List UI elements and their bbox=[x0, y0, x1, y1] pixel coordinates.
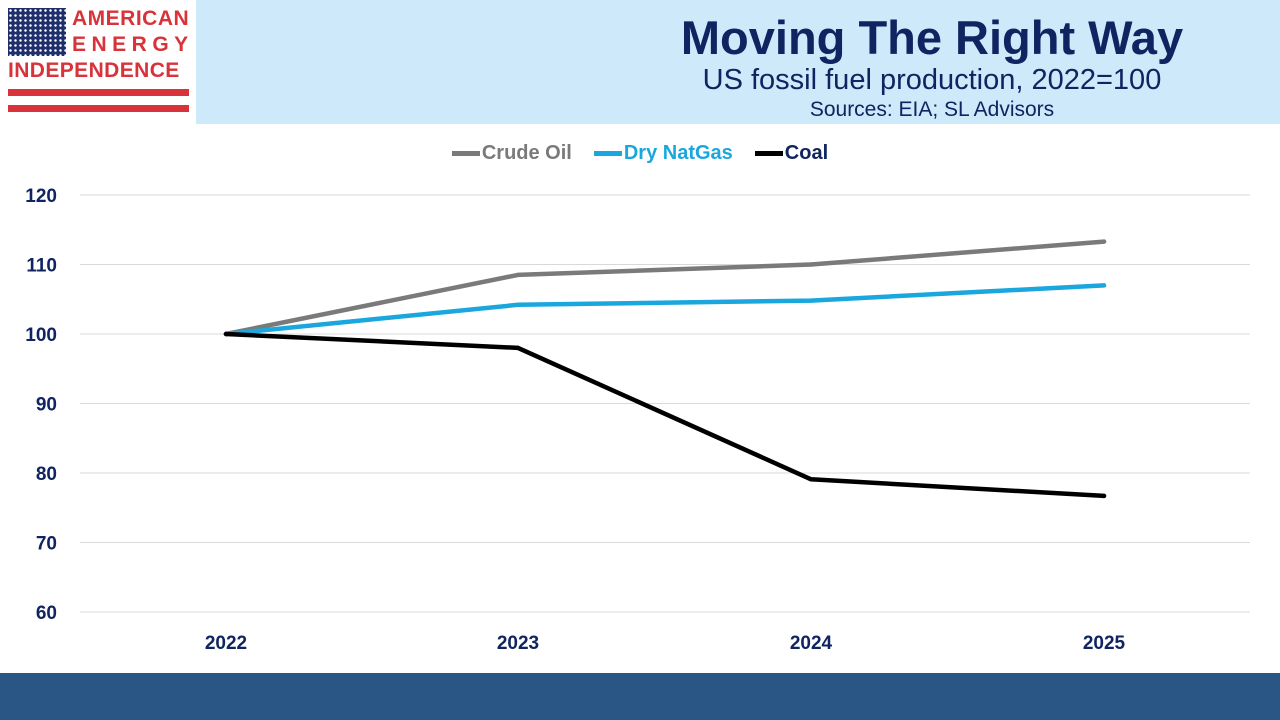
legend-swatch-coal bbox=[754, 151, 783, 156]
legend-item-crude-oil: Crude Oil bbox=[451, 142, 572, 165]
y-tick-label-80: 80 bbox=[36, 464, 57, 485]
data-point-dry-natgas-2023 bbox=[515, 302, 521, 307]
x-tick-label-2024: 2024 bbox=[790, 633, 833, 654]
legend-item-coal: Coal bbox=[754, 142, 829, 165]
legend-swatch-crude-oil bbox=[451, 151, 480, 156]
data-point-crude-oil-2023 bbox=[515, 272, 521, 278]
legend-label-coal: Coal bbox=[784, 142, 829, 164]
legend-label-crude-oil: Crude Oil bbox=[481, 142, 572, 164]
y-tick-label-110: 110 bbox=[26, 256, 57, 277]
data-point-coal-2025 bbox=[1101, 493, 1107, 499]
chart-title: Moving The Right Way bbox=[680, 11, 1184, 64]
x-axis-ticks: 2022 2023 2024 2025 bbox=[205, 633, 1126, 654]
data-point-coal-2023 bbox=[515, 345, 521, 351]
data-point-crude-oil-2024 bbox=[808, 262, 814, 267]
header-band: Moving The Right Way US fossil fuel prod… bbox=[196, 0, 1280, 124]
y-tick-label-120: 120 bbox=[25, 186, 57, 207]
data-point-crude-oil-2025 bbox=[1101, 239, 1107, 244]
data-point-coal-2022 bbox=[223, 331, 229, 337]
logo-word-independence: INDEPENDENCE bbox=[8, 59, 180, 82]
data-point-coal-2024 bbox=[808, 477, 814, 482]
logo-stripe bbox=[8, 105, 189, 112]
legend-swatch-dry-natgas bbox=[593, 151, 622, 156]
chart-sources: Sources: EIA; SL Advisors bbox=[809, 98, 1055, 121]
gridlines bbox=[80, 194, 1250, 613]
logo-word-energy: ENERGY bbox=[72, 33, 194, 56]
logo: AMERICAN ENERGY INDEPENDENCE bbox=[0, 0, 196, 124]
data-point-dry-natgas-2025 bbox=[1101, 283, 1107, 288]
us-flag-icon bbox=[8, 8, 66, 56]
y-tick-label-90: 90 bbox=[36, 395, 57, 416]
x-tick-label-2022: 2022 bbox=[205, 633, 247, 654]
data-point-dry-natgas-2024 bbox=[808, 298, 814, 303]
line-chart: 120 110 100 90 80 70 60 2022 2023 2024 2025 bbox=[25, 186, 1250, 654]
logo-word-american: AMERICAN bbox=[72, 7, 190, 30]
footer-band bbox=[0, 673, 1280, 720]
y-tick-label-100: 100 bbox=[25, 325, 57, 346]
x-tick-label-2023: 2023 bbox=[497, 633, 539, 654]
series-line-coal bbox=[223, 331, 1107, 499]
legend-label-dry-natgas: Dry NatGas bbox=[623, 142, 733, 164]
chart-subtitle: US fossil fuel production, 2022=100 bbox=[702, 64, 1162, 96]
legend-item-dry-natgas: Dry NatGas bbox=[593, 142, 733, 165]
y-tick-label-60: 60 bbox=[36, 603, 57, 624]
x-tick-label-2025: 2025 bbox=[1083, 633, 1126, 654]
logo-stripe bbox=[8, 89, 189, 96]
series-lines bbox=[223, 239, 1107, 499]
series-line-dry-natgas bbox=[223, 283, 1107, 337]
chart-legend: Crude Oil Dry NatGas Coal bbox=[0, 142, 1280, 165]
y-tick-label-70: 70 bbox=[36, 534, 57, 555]
y-axis-ticks: 120 110 100 90 80 70 60 bbox=[25, 186, 57, 624]
series-line-crude-oil bbox=[223, 239, 1107, 337]
